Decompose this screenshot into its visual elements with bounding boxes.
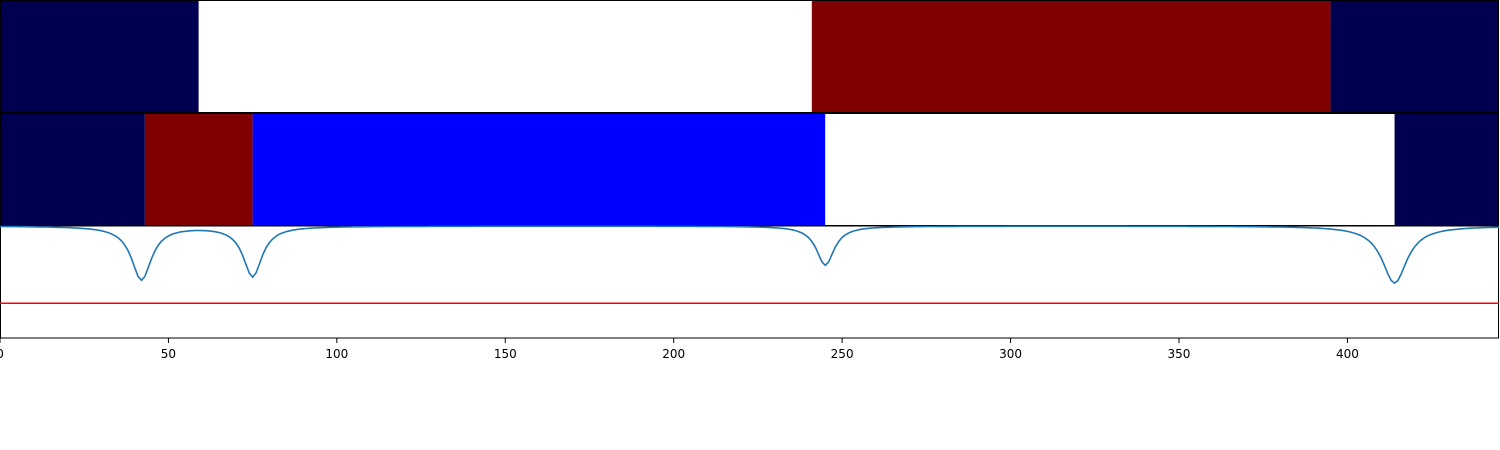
heatmap-rows: [0, 0, 1499, 226]
x-tick-label-50: 50: [161, 347, 176, 361]
series-line: [0, 225, 1500, 285]
x-tick-label-200: 200: [662, 347, 685, 361]
line-panel-frame: [0, 225, 1499, 339]
heatmap-row-1: [0, 0, 1499, 113]
row-1-frame: [0, 0, 1499, 113]
x-tick-label-150: 150: [494, 347, 517, 361]
row-1-segment-4: [1330, 0, 1499, 112]
row-2-segment-1: [0, 113, 145, 225]
row-2-segment-2: [144, 113, 253, 225]
x-tick-label-0: 0: [0, 347, 4, 361]
x-tick-label-100: 100: [325, 347, 348, 361]
x-tick-label-350: 350: [1168, 347, 1191, 361]
row-2-segment-5: [1394, 113, 1499, 225]
heatmap-row-2: [0, 113, 1499, 226]
line-panel: [0, 225, 1500, 339]
row-1-segment-2: [198, 0, 812, 112]
row-2-segment-4: [825, 113, 1395, 225]
x-tick-label-400: 400: [1336, 347, 1359, 361]
x-tick-label-300: 300: [999, 347, 1022, 361]
row-1-segment-3: [811, 0, 1331, 112]
x-axis: 0 50 100 150 200 250 300 350 400: [0, 338, 1359, 361]
row-1-segment-1: [0, 0, 199, 112]
x-tick-label-250: 250: [831, 347, 854, 361]
row-2-segment-3: [252, 113, 826, 225]
